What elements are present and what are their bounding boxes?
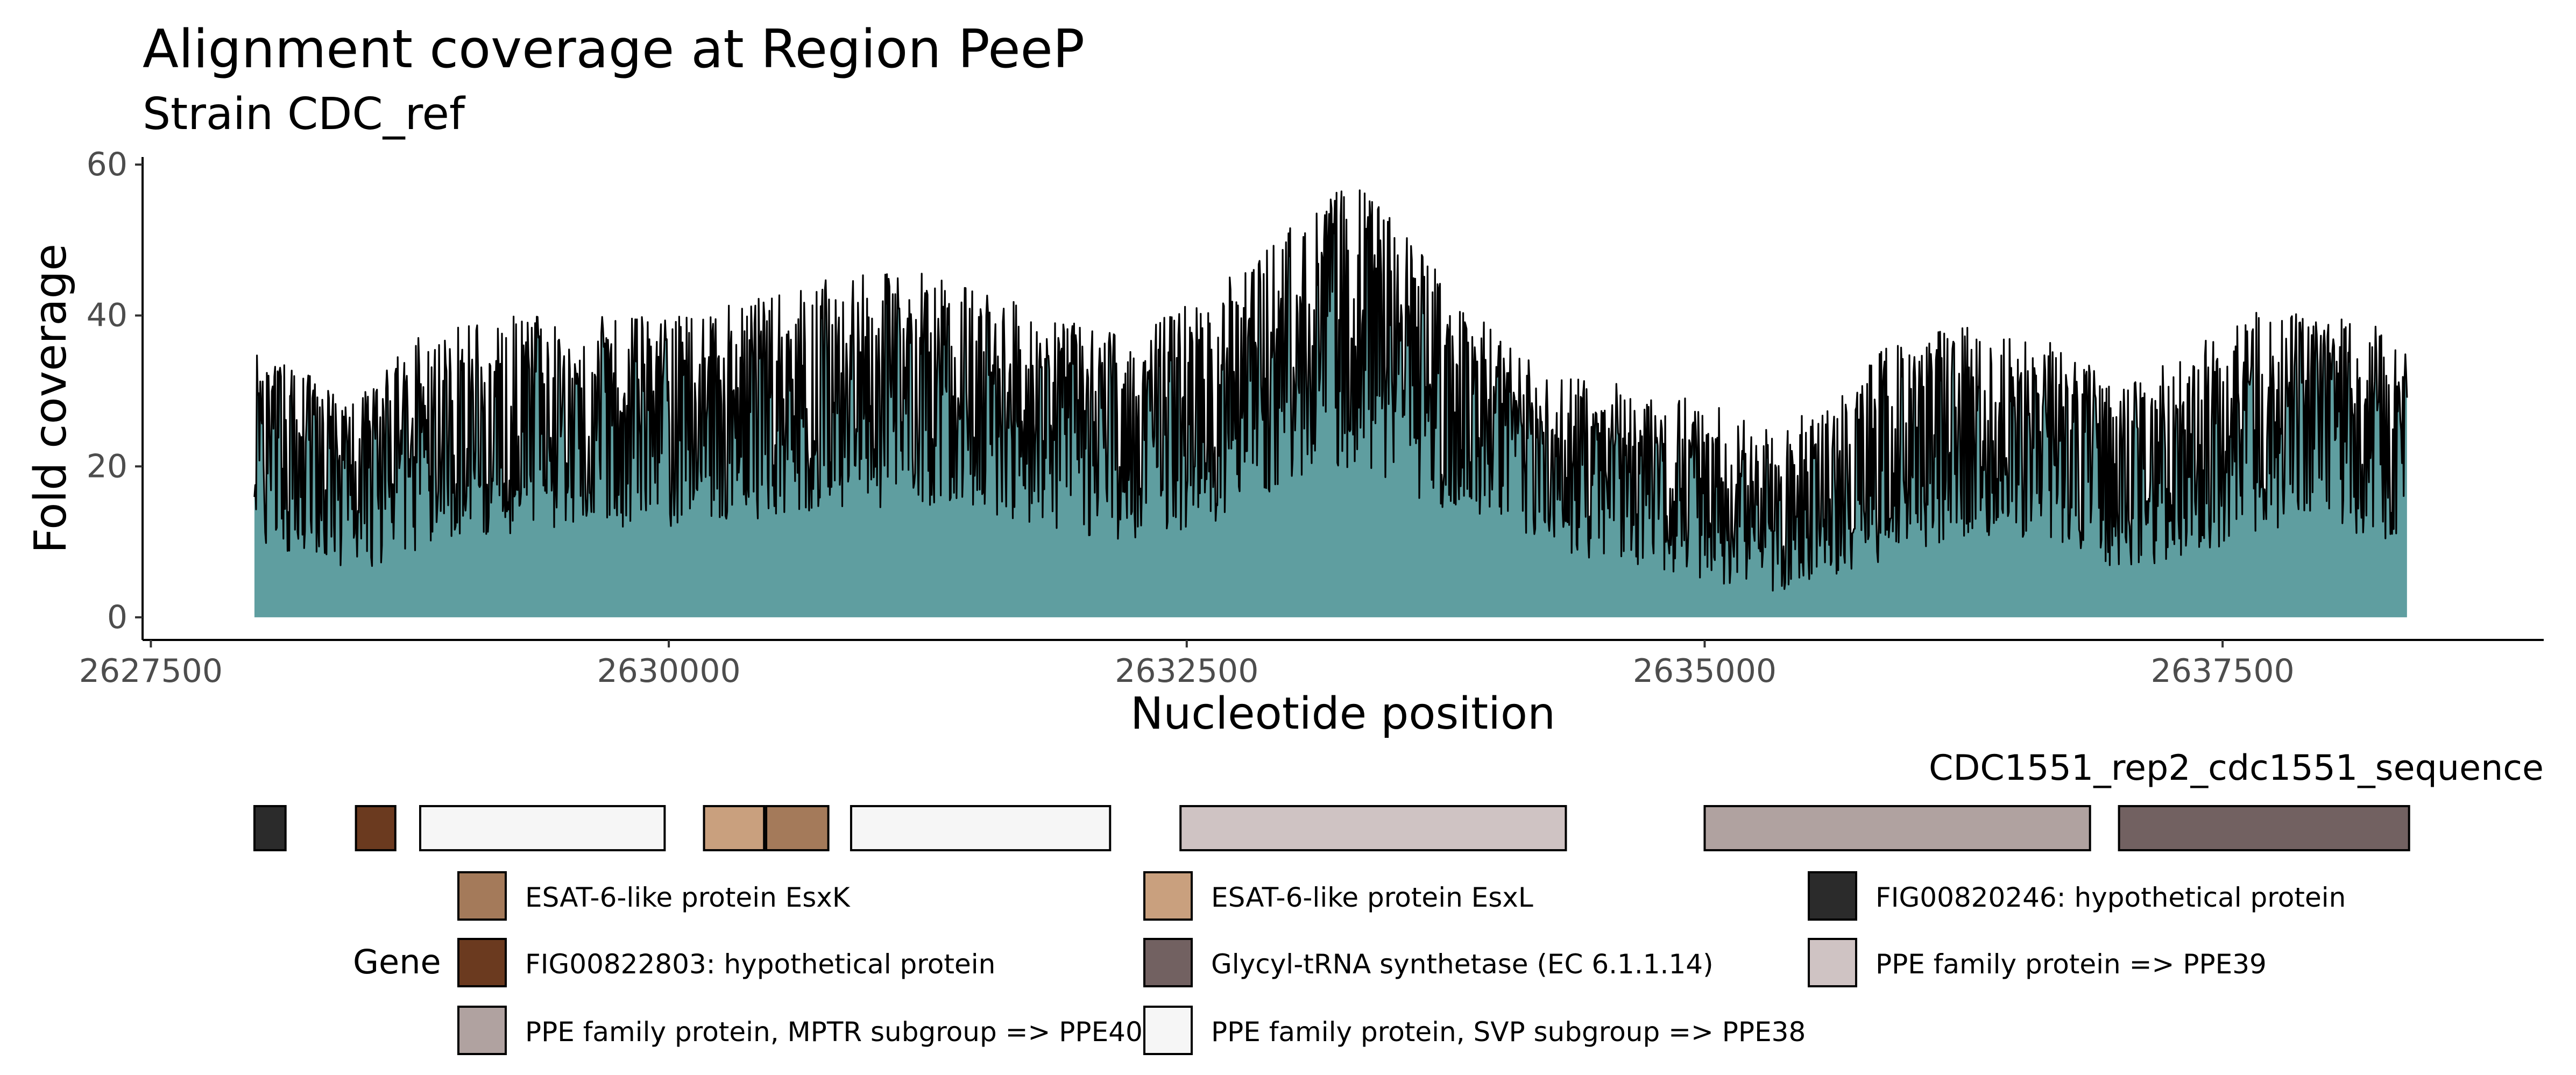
legend-label: ESAT-6-like protein EsxL xyxy=(1211,882,1533,913)
y-tick-label: 0 xyxy=(107,599,128,636)
legend-label: ESAT-6-like protein EsxK xyxy=(525,882,851,913)
legend-swatch xyxy=(1143,1006,1193,1055)
x-tick-label: 2635000 xyxy=(1633,652,1777,690)
plot-area: 0 20 40 60 2627500 2630000 2632500 2635000 2637… xyxy=(79,146,2544,690)
legend-label: PPE family protein => PPE39 xyxy=(1876,949,2267,980)
y-tick-label: 60 xyxy=(87,146,128,183)
x-axis-label: Nucleotide position xyxy=(1130,688,1555,739)
gene-8 xyxy=(2118,805,2410,851)
gene-7 xyxy=(1703,805,2091,851)
legend-label: PPE family protein, SVP subgroup => PPE3… xyxy=(1211,1016,1806,1048)
legend-label: Glycyl-tRNA synthetase (EC 6.1.1.14) xyxy=(1211,949,1714,980)
coverage-area xyxy=(254,190,2407,617)
gene-4 xyxy=(765,805,830,851)
x-tick-label: 2632500 xyxy=(1115,652,1258,690)
legend-swatch xyxy=(1808,871,1857,921)
x-axis-ticks: 2627500 2630000 2632500 2635000 2637500 xyxy=(79,640,2295,690)
x-tick-label: 2630000 xyxy=(597,652,740,690)
coverage-line xyxy=(253,189,2408,592)
gene-0 xyxy=(253,805,287,851)
gene-2 xyxy=(419,805,666,851)
legend-label: PPE family protein, MPTR subgroup => PPE… xyxy=(525,1016,1143,1048)
x-tick-label: 2637500 xyxy=(2151,652,2295,690)
legend-label: FIG00820246: hypothetical protein xyxy=(1876,882,2346,913)
gene-legend: ESAT-6-like protein EsxK ESAT-6-like prot… xyxy=(457,871,2346,1055)
chart-title: Alignment coverage at Region PeeP xyxy=(143,19,1085,80)
chart-subtitle: Strain CDC_ref xyxy=(143,89,466,140)
gene-6 xyxy=(1179,805,1567,851)
coverage-line-layer xyxy=(253,189,2408,592)
legend-swatch xyxy=(457,871,507,921)
y-axis-label: Fold coverage xyxy=(25,244,76,553)
x-tick-label: 2627500 xyxy=(79,652,223,690)
y-tick-label: 20 xyxy=(87,447,128,485)
legend-label: FIG00822803: hypothetical protein xyxy=(525,949,995,980)
y-tick-label: 40 xyxy=(87,297,128,334)
gene-track-title: CDC1551_rep2_cdc1551_sequence xyxy=(1929,748,2544,788)
gene-track xyxy=(253,805,2410,851)
gene-1 xyxy=(355,805,397,851)
coverage-area-layer xyxy=(254,190,2407,617)
gene-3 xyxy=(703,805,766,851)
legend-swatch xyxy=(1143,938,1193,987)
legend-swatch xyxy=(457,1006,507,1055)
legend-swatch xyxy=(1143,871,1193,921)
legend-swatch xyxy=(1808,938,1857,987)
legend-title: Gene xyxy=(353,942,441,981)
gene-5 xyxy=(850,805,1112,851)
legend-swatch xyxy=(457,938,507,987)
y-axis-ticks: 0 20 40 60 xyxy=(87,146,143,636)
